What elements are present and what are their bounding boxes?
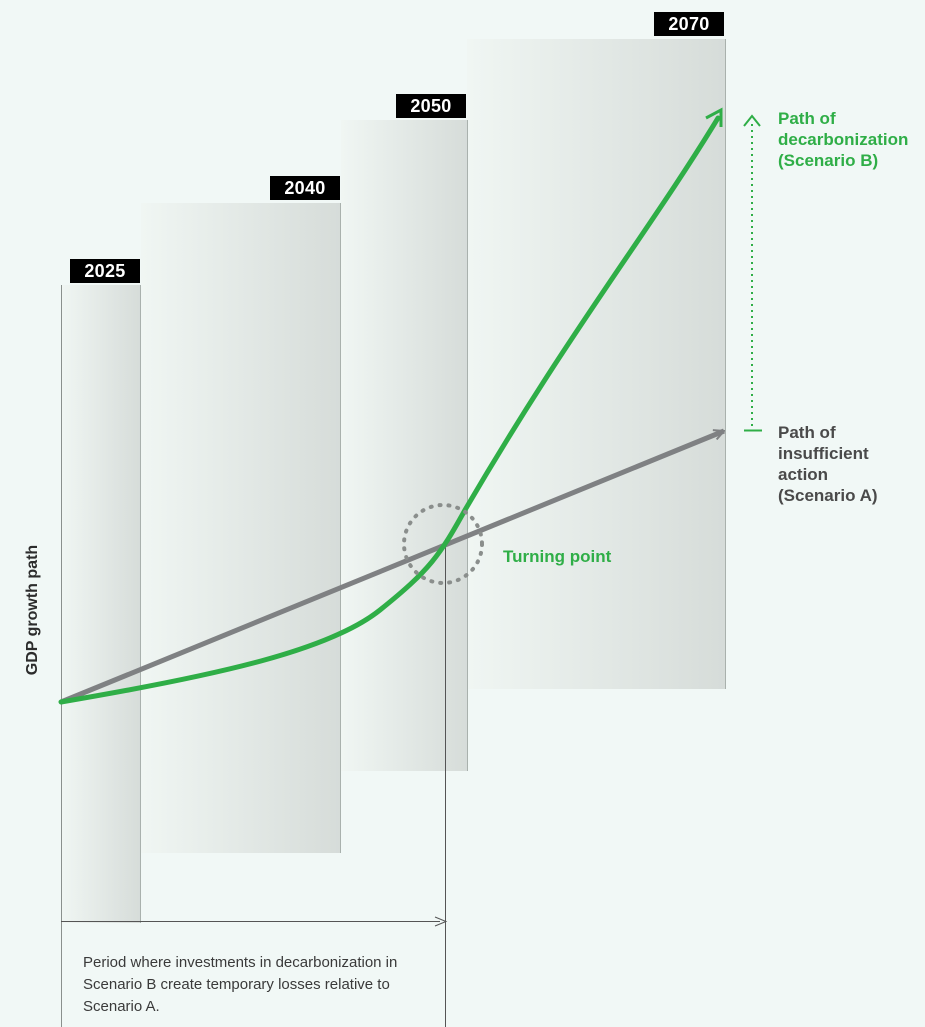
scenario-b-arrowhead xyxy=(705,107,723,127)
y-axis-label: GDP growth path xyxy=(24,544,41,676)
panel-2025 xyxy=(61,285,141,923)
scenario-b-curve xyxy=(58,115,721,705)
gap-arrowhead xyxy=(743,114,761,127)
year-tag-2070: 2070 xyxy=(654,12,724,36)
period-arrowhead xyxy=(434,916,448,927)
year-tag-2025: 2025 xyxy=(70,259,140,283)
year-tag-2040: 2040 xyxy=(270,176,340,200)
scenario-b-label: Path of decarbonization (Scenario B) xyxy=(778,109,909,170)
panel-2070 xyxy=(467,39,725,689)
panel-2040 xyxy=(141,203,341,853)
period-note: Period where investments in decarbonizat… xyxy=(83,954,398,1015)
turning-point-label: Turning point xyxy=(503,547,612,566)
year-tag-2050: 2050 xyxy=(396,94,466,118)
panel-2050 xyxy=(341,120,468,771)
scenario-a-line xyxy=(60,428,724,705)
scenario-a-label: Path of insufficient action (Scenario A) xyxy=(778,423,878,505)
turning-point-circle xyxy=(402,503,484,585)
